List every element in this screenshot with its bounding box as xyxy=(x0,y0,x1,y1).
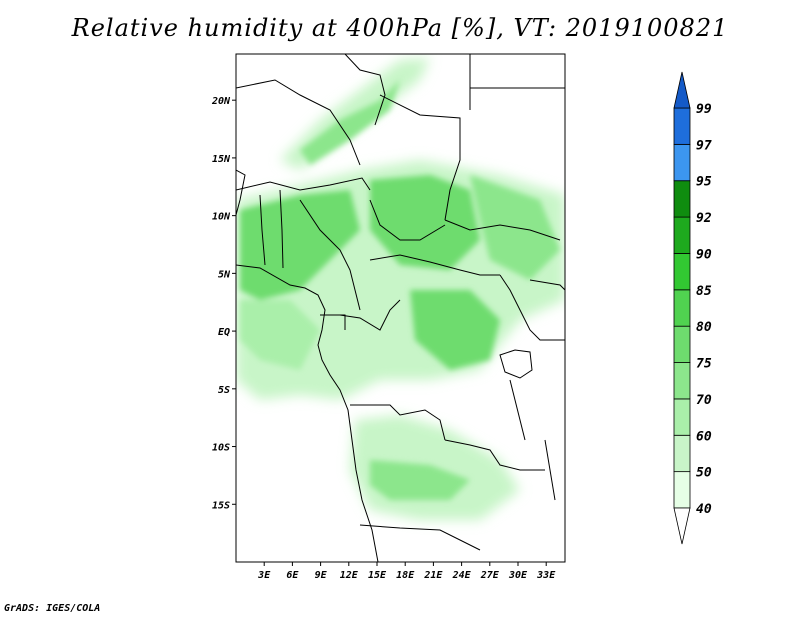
colorbar-segment xyxy=(673,325,691,363)
lon-tick-label: 30E xyxy=(508,570,528,581)
colorbar: 40 50 60 70 75 80 85 90 92 95 97 99 xyxy=(673,71,712,545)
border-sahara xyxy=(236,79,361,166)
colorbar-segment xyxy=(673,216,691,254)
colorbar-label: 92 xyxy=(696,211,712,226)
border-kenya xyxy=(529,279,565,291)
border-congo-drc xyxy=(339,299,401,331)
colorbar-label: 50 xyxy=(696,466,712,481)
border-chad-car xyxy=(369,199,446,241)
colorbar-segment xyxy=(673,289,691,327)
lake-tanganyika xyxy=(509,379,526,441)
colorbar-label: 80 xyxy=(696,320,712,335)
border-ghana xyxy=(259,194,266,266)
lon-tick-label: 9E xyxy=(315,570,328,581)
lat-tick-label: 5N xyxy=(218,269,231,280)
lat-tick-label: 15N xyxy=(212,154,231,165)
colorbar-label: 70 xyxy=(696,393,712,408)
border-sudan-chad xyxy=(379,94,461,221)
humid-core-sahara xyxy=(300,80,400,165)
humid-core-west xyxy=(240,190,360,300)
humid-core-congo xyxy=(410,290,500,370)
coastline-guinea xyxy=(236,169,246,216)
border-benin xyxy=(279,189,284,269)
humid-core-central xyxy=(370,175,480,270)
colorbar-label: 90 xyxy=(696,247,712,262)
lake-victoria xyxy=(499,349,533,379)
colorbar-label: 97 xyxy=(696,138,712,153)
colorbar-label: 75 xyxy=(696,357,712,372)
lat-tick-label: 20N xyxy=(211,96,231,107)
border-niger-nigeria xyxy=(236,177,371,191)
longitude-axis: 3E 6E 9E 12E 15E 18E 21E 24E 27E 30E 33E xyxy=(257,562,556,581)
lat-tick-label: 5S xyxy=(218,385,230,396)
credit-label: GrADS: IGES/COLA xyxy=(4,603,101,614)
boundaries xyxy=(236,54,565,562)
colorbar-segment xyxy=(673,253,691,291)
lon-tick-label: 6E xyxy=(286,570,299,581)
coastline-west-africa xyxy=(236,264,379,562)
colorbar-segment xyxy=(673,471,691,509)
border-sudan-ss xyxy=(444,219,561,241)
border-drc-angola xyxy=(350,404,446,441)
lon-tick-label: 24E xyxy=(452,570,472,581)
colorbar-label: 40 xyxy=(696,502,712,517)
colorbar-top-arrow xyxy=(673,71,691,109)
border-car-congo xyxy=(369,254,500,276)
map-frame xyxy=(235,53,566,563)
colorbar-label: 85 xyxy=(696,284,712,299)
lon-tick-label: 27E xyxy=(480,570,500,581)
border-nigeria-cameroon xyxy=(299,199,361,311)
humid-core-atlantic xyxy=(240,300,320,370)
colorbar-segment xyxy=(673,398,691,436)
humidity-field xyxy=(236,58,565,520)
border-algeria-libya xyxy=(344,54,386,126)
chart-title: Relative humidity at 400hPa [%], VT: 201… xyxy=(71,14,729,42)
lat-tick-label: 15S xyxy=(212,500,230,511)
lon-tick-label: 3E xyxy=(257,570,271,581)
lat-tick-label: EQ xyxy=(218,327,230,338)
lon-tick-label: 18E xyxy=(396,570,415,581)
border-gabon xyxy=(320,314,346,330)
colorbar-label: 60 xyxy=(696,429,712,444)
colorbar-segment xyxy=(673,143,691,182)
colorbar-segment xyxy=(673,180,691,218)
lon-tick-label: 15E xyxy=(368,570,387,581)
border-angola-namibia xyxy=(359,524,481,551)
colorbar-label: 95 xyxy=(696,175,712,190)
colorbar-segment xyxy=(673,362,691,400)
lake-malawi xyxy=(544,439,556,501)
border-zambia xyxy=(444,439,545,471)
latitude-axis: 20N 15N 10N 5N EQ 5S 10S 15S xyxy=(211,96,236,511)
lat-tick-label: 10N xyxy=(212,212,231,223)
humid-core-southern xyxy=(370,460,470,500)
colorbar-bottom-arrow xyxy=(673,507,691,545)
colorbar-label: 99 xyxy=(696,102,712,117)
colorbar-segment xyxy=(673,434,691,473)
lon-tick-label: 12E xyxy=(340,570,359,581)
lon-tick-label: 21E xyxy=(423,570,443,581)
lon-tick-label: 33E xyxy=(536,570,556,581)
lat-tick-label: 10S xyxy=(212,443,230,454)
colorbar-segment xyxy=(673,107,691,145)
border-east xyxy=(499,274,565,341)
